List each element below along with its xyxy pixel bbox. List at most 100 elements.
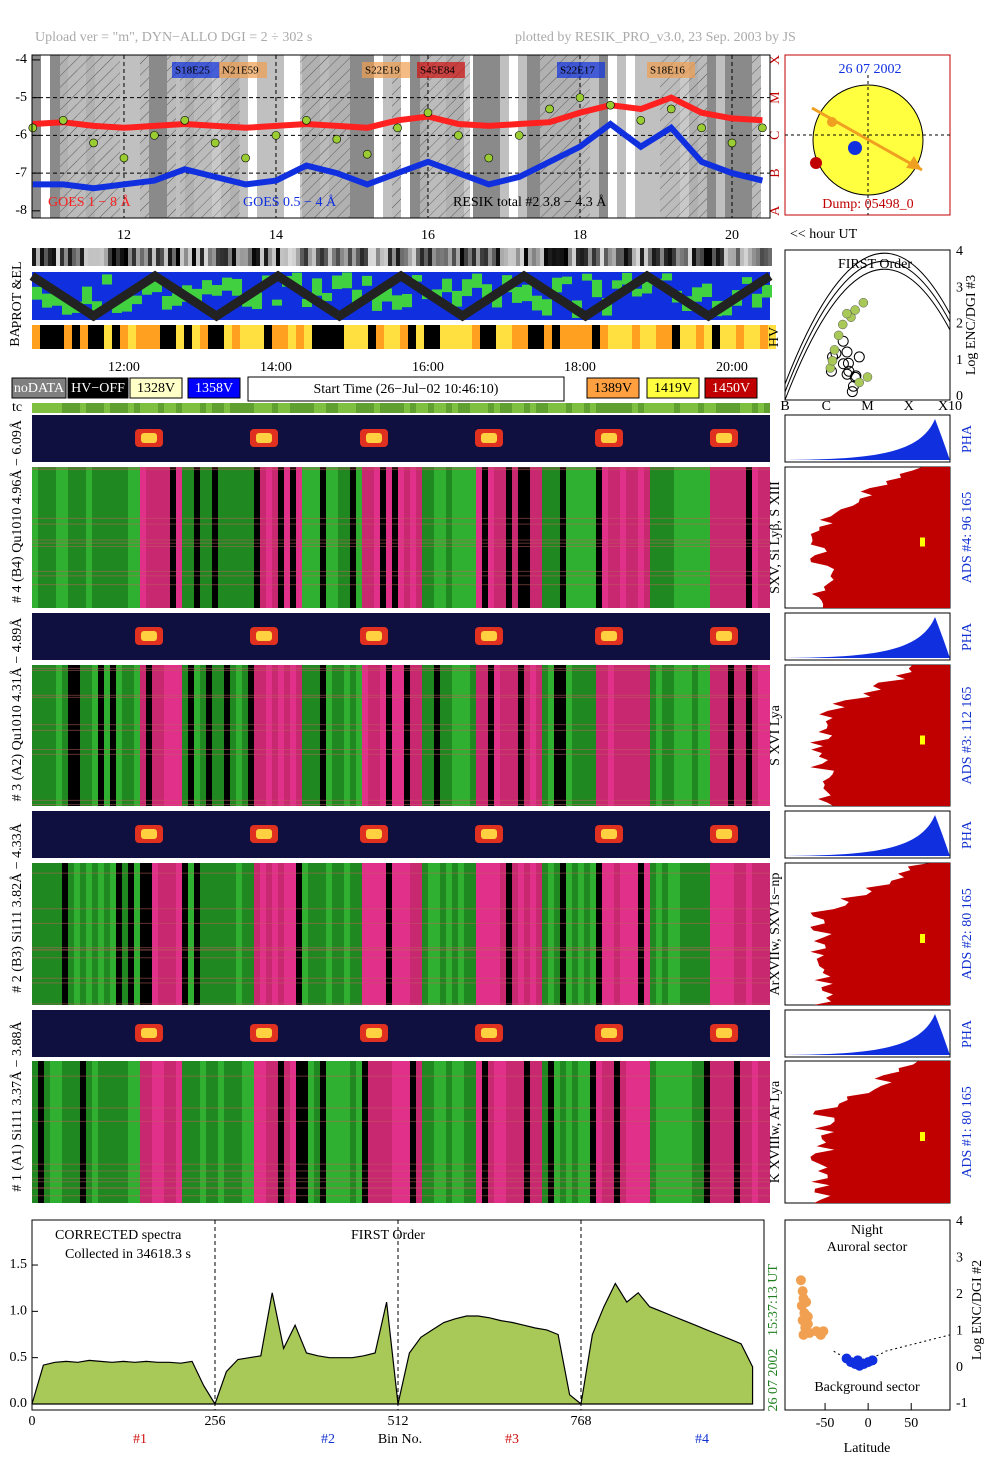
y-tick-label: 3 bbox=[956, 1251, 963, 1266]
spectrogram-column bbox=[116, 665, 122, 806]
spectrogram-column bbox=[104, 863, 110, 1005]
pha-core bbox=[481, 829, 497, 839]
background-stripe bbox=[410, 55, 419, 218]
spectrogram-line bbox=[32, 669, 770, 671]
tc-stripe bbox=[758, 403, 764, 413]
status-stripe bbox=[536, 248, 540, 266]
pha-core bbox=[366, 829, 382, 839]
class-tick-label: X bbox=[768, 55, 783, 65]
start-box bbox=[247, 376, 565, 402]
prot-green bbox=[642, 281, 652, 294]
ba-stripe bbox=[272, 325, 280, 349]
spectrogram-column bbox=[416, 665, 422, 806]
spectrogram-column bbox=[332, 863, 338, 1005]
spectrogram-column bbox=[470, 863, 476, 1005]
status-stripe bbox=[212, 248, 216, 266]
spectrogram-column bbox=[554, 467, 560, 608]
resik-point bbox=[666, 104, 676, 114]
status-stripe bbox=[476, 248, 480, 266]
y-tick-label: 4 bbox=[956, 244, 963, 259]
ba-stripe bbox=[48, 325, 56, 349]
channel-number: #1 bbox=[133, 1432, 147, 1447]
spectrogram-column bbox=[590, 467, 596, 608]
spectrogram-column bbox=[92, 665, 98, 806]
line-label: SXV, Si Lyβ, S XIII bbox=[768, 481, 783, 594]
spectrogram-column bbox=[542, 863, 548, 1005]
status-stripe bbox=[608, 248, 612, 266]
spectrogram-column bbox=[158, 467, 164, 608]
spectrogram-column bbox=[668, 665, 674, 806]
status-stripe bbox=[540, 248, 544, 266]
status-stripe bbox=[420, 248, 424, 266]
tc-stripe bbox=[128, 403, 134, 413]
tc-stripe bbox=[680, 403, 686, 413]
spectrogram-column bbox=[290, 1061, 296, 1203]
spectrogram-column bbox=[62, 1061, 68, 1203]
spectrogram-column bbox=[500, 863, 506, 1005]
ba-stripe bbox=[432, 325, 440, 349]
spectrogram-column bbox=[518, 863, 524, 1005]
tc-stripe bbox=[464, 403, 470, 413]
spectrum-note: Collected in 34618.3 s bbox=[65, 1247, 191, 1262]
spectrogram-column bbox=[488, 467, 494, 608]
spectrogram-column bbox=[722, 467, 728, 608]
status-stripe bbox=[744, 248, 748, 266]
spectrogram-column bbox=[296, 1061, 302, 1203]
spectrogram-column bbox=[56, 467, 62, 608]
spectrogram-column bbox=[272, 863, 278, 1005]
ba-stripe bbox=[368, 325, 376, 349]
status-stripe bbox=[520, 248, 524, 266]
spectrogram-column bbox=[704, 665, 710, 806]
tc-stripe bbox=[290, 403, 296, 413]
spectrogram-column bbox=[74, 467, 80, 608]
status-stripe bbox=[180, 248, 184, 266]
spectrogram-column bbox=[758, 863, 764, 1005]
spectrogram-column bbox=[440, 467, 446, 608]
y-tick-label: -8 bbox=[15, 203, 27, 218]
spectrogram-column bbox=[326, 467, 332, 608]
point bbox=[829, 345, 840, 355]
y-axis-title: Log ENC/DGI #3 bbox=[964, 275, 979, 375]
spectrogram-column bbox=[164, 863, 170, 1005]
spectrogram-column bbox=[488, 863, 494, 1005]
pha-core bbox=[601, 631, 617, 641]
tc-stripe bbox=[56, 403, 62, 413]
background-stripe bbox=[743, 55, 752, 218]
spectrogram-column bbox=[692, 863, 698, 1005]
tc-stripe bbox=[170, 403, 176, 413]
tc-stripe bbox=[764, 403, 770, 413]
spectrogram-line bbox=[32, 1187, 770, 1189]
status-stripe bbox=[144, 248, 148, 266]
spectrogram-column bbox=[518, 665, 524, 806]
spectrogram-column bbox=[68, 1061, 74, 1203]
legend-swatch bbox=[704, 377, 758, 399]
spectrogram-line bbox=[32, 517, 770, 519]
spectrogram-column bbox=[500, 665, 506, 806]
status-stripe bbox=[88, 248, 92, 266]
open-point bbox=[841, 368, 853, 380]
spectrogram-column bbox=[206, 467, 212, 608]
pha-core bbox=[716, 631, 732, 641]
spectrogram-column bbox=[638, 467, 644, 608]
spectrogram-column bbox=[458, 665, 464, 806]
status-stripe bbox=[752, 248, 756, 266]
background-stripe bbox=[374, 55, 383, 218]
spectrogram-line bbox=[32, 467, 770, 469]
y-tick-label: -1 bbox=[956, 1396, 968, 1411]
background-stripe bbox=[167, 55, 176, 218]
status-stripe bbox=[60, 248, 64, 266]
annotation-box bbox=[647, 62, 695, 78]
spectrogram-column bbox=[38, 863, 44, 1005]
legend-swatch bbox=[129, 377, 183, 399]
resik-point bbox=[606, 100, 615, 110]
spectrogram-column bbox=[530, 863, 536, 1005]
ba-stripe bbox=[712, 325, 720, 349]
status-stripe bbox=[580, 248, 584, 266]
spectrogram-column bbox=[122, 863, 128, 1005]
spectrogram-column bbox=[428, 467, 434, 608]
spectrogram-column bbox=[458, 863, 464, 1005]
background-stripe bbox=[284, 55, 293, 218]
spectrogram-column bbox=[50, 1061, 56, 1203]
status-stripe bbox=[48, 248, 52, 266]
spectrogram-column bbox=[326, 665, 332, 806]
